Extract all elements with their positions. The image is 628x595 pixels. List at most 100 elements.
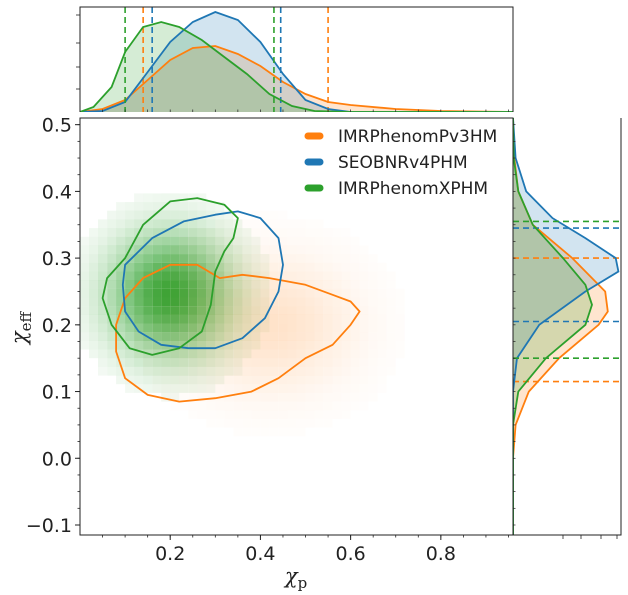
heatmap-cell [143, 289, 152, 298]
heatmap-cell [242, 262, 252, 272]
heatmap-cell [251, 219, 260, 228]
heatmap-cell [188, 375, 198, 385]
heatmap-cell [215, 288, 225, 298]
heatmap-cell [125, 219, 135, 229]
heatmap-cell [161, 272, 170, 281]
heatmap-cell [224, 358, 234, 367]
heatmap-cell [315, 419, 324, 428]
heatmap-cell [314, 306, 324, 315]
heatmap-cell [233, 245, 243, 255]
heatmap-cell [269, 384, 279, 393]
heatmap-cell [197, 323, 207, 333]
heatmap-cell [233, 419, 242, 428]
heatmap-cell [188, 202, 198, 211]
heatmap-cell [260, 349, 270, 359]
heatmap-cell [206, 340, 216, 350]
heatmap-cell [296, 375, 306, 385]
heatmap-cell [170, 358, 180, 367]
heatmap-cell [179, 384, 188, 393]
heatmap-cell [242, 375, 252, 385]
heatmap-cell [288, 419, 297, 428]
heatmap-cell [170, 306, 180, 315]
heatmap-cell [269, 428, 278, 437]
heatmap-cell [324, 228, 333, 237]
heatmap-cell [98, 245, 107, 255]
heatmap-cell [188, 306, 198, 315]
heatmap-cell [242, 297, 252, 307]
heatmap-cell [260, 288, 270, 298]
heatmap-cell [179, 288, 189, 298]
heatmap-cell [161, 297, 171, 307]
heatmap-cell [260, 245, 270, 255]
heatmap-cell [116, 245, 126, 255]
heatmap-cell [233, 323, 243, 333]
heatmap-cell [170, 314, 180, 324]
heatmap-cell [224, 254, 234, 263]
heatmap-cell [251, 254, 261, 263]
heatmap-cell [314, 262, 324, 272]
heatmap-cell [224, 384, 234, 393]
heatmap-cell [134, 271, 144, 281]
heatmap-cell [206, 262, 216, 272]
heatmap-cell [251, 392, 261, 402]
heatmap-cell [279, 410, 288, 419]
heatmap-cell [378, 289, 387, 298]
heatmap-cell [314, 340, 324, 350]
heatmap-cell [89, 280, 98, 289]
heatmap-cell [296, 314, 306, 324]
heatmap-cell [350, 349, 360, 359]
heatmap-cell [332, 358, 342, 367]
heatmap-cell [224, 236, 234, 246]
heatmap-cell [107, 332, 117, 341]
heatmap-cell [134, 193, 144, 203]
heatmap-cell [233, 392, 243, 402]
heatmap-cell [206, 245, 216, 255]
heatmap-cell [197, 306, 207, 315]
heatmap-cell [296, 401, 306, 411]
heatmap-cell [359, 358, 369, 367]
heatmap-cell [396, 350, 405, 359]
heatmap-cell [188, 384, 198, 393]
heatmap-cell [233, 245, 243, 255]
heatmap-cell [269, 349, 279, 359]
heatmap-cell [161, 332, 171, 341]
heatmap-cell [215, 297, 225, 307]
heatmap-cell [297, 219, 306, 228]
heatmap-cell [134, 202, 144, 211]
heatmap-cell [260, 384, 270, 393]
heatmap-cell [188, 402, 197, 411]
heatmap-cell [143, 315, 152, 324]
heatmap-cell [269, 236, 279, 246]
heatmap-cell [360, 384, 369, 393]
heatmap-cell [333, 245, 342, 254]
heatmap-cell [368, 340, 378, 350]
heatmap-cell [269, 358, 279, 367]
heatmap-cell [278, 297, 288, 307]
heatmap-cell [251, 410, 260, 419]
heatmap-cell [251, 314, 261, 324]
heatmap-cell [206, 219, 216, 229]
heatmap-cell [197, 210, 207, 220]
heatmap-cell [170, 228, 180, 237]
heatmap-cell [170, 254, 180, 263]
heatmap-cell [251, 288, 261, 298]
heatmap-cell [170, 193, 180, 203]
heatmap-cell [224, 340, 234, 350]
heatmap-cell [242, 349, 252, 359]
heatmap-cell [242, 262, 252, 272]
heatmap-cell [107, 271, 117, 281]
heatmap-cell [287, 280, 297, 289]
heatmap-cell [233, 280, 243, 289]
heatmap-cell [143, 210, 153, 220]
heatmap-cell [188, 288, 198, 298]
heatmap-cell [369, 393, 378, 402]
heatmap-cell [98, 288, 107, 298]
heatmap-cell [342, 254, 351, 263]
heatmap-cell [341, 262, 351, 272]
heatmap-cell [378, 367, 387, 376]
heatmap-cell [215, 210, 225, 220]
heatmap-cell [125, 254, 135, 263]
heatmap-cell [197, 349, 207, 359]
heatmap-cell [287, 288, 297, 298]
